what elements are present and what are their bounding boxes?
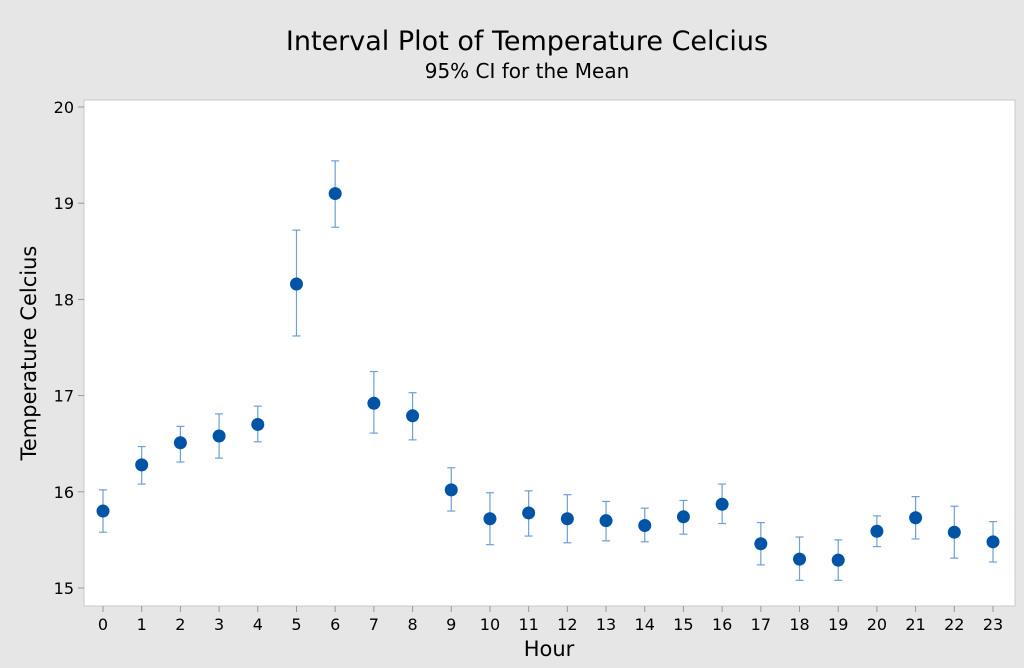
mean-point [483,512,497,526]
mean-point [715,497,729,511]
x-tick-label: 19 [828,615,848,634]
mean-point [135,458,149,472]
mean-point [599,514,613,528]
mean-point [406,409,420,423]
x-tick-label: 12 [557,615,577,634]
x-tick-label: 4 [253,615,263,634]
mean-point [638,518,652,532]
mean-point [96,504,110,518]
mean-point [212,429,226,443]
x-tick-label: 22 [944,615,964,634]
mean-point [909,511,923,525]
x-tick-label: 14 [635,615,655,634]
x-tick-label: 11 [518,615,538,634]
x-tick-label: 18 [789,615,809,634]
y-tick-label: 20 [54,98,74,117]
chart-subtitle: 95% CI for the Mean [425,59,630,83]
mean-point [560,512,574,526]
x-tick-label: 2 [175,615,185,634]
chart-title: Interval Plot of Temperature Celcius [286,26,768,57]
mean-point [676,510,690,524]
mean-point [754,537,768,551]
x-tick-label: 21 [905,615,925,634]
x-tick-label: 9 [446,615,456,634]
mean-point [289,277,303,291]
x-tick-label: 0 [98,615,108,634]
y-tick-label: 19 [54,194,74,213]
mean-point [367,396,381,410]
y-tick-label: 17 [54,387,74,406]
x-tick-label: 3 [214,615,224,634]
y-tick-label: 18 [54,290,74,309]
mean-point [793,552,807,566]
x-axis-label: Hour [524,637,575,661]
mean-point [870,524,884,538]
x-tick-label: 15 [673,615,693,634]
x-tick-label: 10 [480,615,500,634]
x-tick-label: 20 [867,615,887,634]
mean-point [831,553,845,567]
mean-point [522,506,536,520]
x-tick-label: 17 [751,615,771,634]
x-tick-label: 5 [291,615,301,634]
mean-point [986,535,1000,549]
y-axis-label: Temperature Celcius [17,246,41,462]
mean-point [947,525,961,539]
x-tick-label: 1 [137,615,147,634]
x-tick-label: 23 [983,615,1003,634]
mean-point [328,187,342,201]
mean-point [444,483,458,497]
x-tick-label: 16 [712,615,732,634]
x-tick-label: 8 [407,615,417,634]
x-tick-label: 6 [330,615,340,634]
plot-area [83,99,1016,607]
mean-point [173,436,187,450]
mean-point [251,417,265,431]
y-tick-label: 15 [54,579,74,598]
y-tick-label: 16 [54,483,74,502]
x-tick-label: 7 [369,615,379,634]
x-tick-label: 13 [596,615,616,634]
